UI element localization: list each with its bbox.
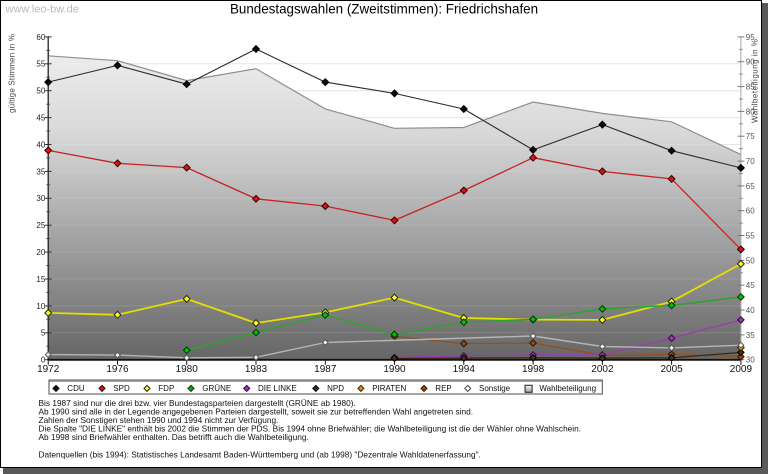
svg-text:Die Spalte "DIE LINKE" enthält: Die Spalte "DIE LINKE" enthält bis 2002 … (39, 423, 582, 433)
svg-text:20: 20 (36, 248, 45, 257)
svg-text:55: 55 (36, 60, 45, 69)
svg-text:75: 75 (746, 132, 755, 141)
svg-text:Wahlbeteiligung in %: Wahlbeteiligung in % (751, 39, 760, 123)
svg-text:1998: 1998 (522, 364, 545, 375)
svg-text:1990: 1990 (383, 364, 406, 375)
svg-text:CDU: CDU (67, 384, 85, 393)
svg-text:45: 45 (36, 114, 45, 123)
svg-text:Bundestagswahlen (Zweitstimmen: Bundestagswahlen (Zweitstimmen): Friedri… (230, 2, 538, 17)
svg-text:65: 65 (746, 182, 755, 191)
svg-text:Bis 1987 sind nur die drei bzw: Bis 1987 sind nur die drei bzw. vier Bun… (39, 398, 356, 408)
svg-text:15: 15 (36, 275, 45, 284)
svg-text:2005: 2005 (660, 364, 683, 375)
svg-text:35: 35 (746, 331, 755, 340)
svg-text:0: 0 (41, 356, 46, 365)
svg-text:www.leo-bw.de: www.leo-bw.de (5, 4, 79, 16)
svg-text:1987: 1987 (314, 364, 337, 375)
svg-text:Ab 1990 sind alle in der Legen: Ab 1990 sind alle in der Legende angegeb… (39, 406, 474, 416)
svg-text:Zahlen der Sonstigen stehen 19: Zahlen der Sonstigen stehen 1990 und 199… (39, 415, 279, 425)
svg-text:40: 40 (36, 140, 45, 149)
svg-text:5: 5 (41, 329, 46, 338)
svg-text:Wahlbeteiligung: Wahlbeteiligung (539, 384, 596, 393)
svg-text:25: 25 (36, 221, 45, 230)
svg-text:70: 70 (746, 157, 755, 166)
svg-text:80: 80 (746, 107, 755, 116)
svg-text:35: 35 (36, 167, 45, 176)
svg-text:FDP: FDP (158, 384, 174, 393)
svg-text:GRÜNE: GRÜNE (202, 384, 231, 393)
svg-text:Datenquellen (bis 1994): Stati: Datenquellen (bis 1994): Statistisches L… (39, 449, 481, 459)
svg-text:NPD: NPD (327, 384, 344, 393)
svg-text:1972: 1972 (37, 364, 60, 375)
svg-text:40: 40 (746, 306, 755, 315)
svg-text:SPD: SPD (113, 384, 130, 393)
svg-text:95: 95 (746, 33, 755, 42)
svg-text:50: 50 (746, 256, 755, 265)
svg-text:85: 85 (746, 83, 755, 92)
svg-text:30: 30 (36, 194, 45, 203)
svg-text:50: 50 (36, 87, 45, 96)
svg-text:60: 60 (746, 207, 755, 216)
svg-text:30: 30 (746, 356, 755, 365)
svg-text:45: 45 (746, 281, 755, 290)
svg-text:1976: 1976 (106, 364, 129, 375)
svg-text:10: 10 (36, 302, 45, 311)
svg-text:60: 60 (36, 33, 45, 42)
svg-text:2002: 2002 (591, 364, 614, 375)
svg-text:PIRATEN: PIRATEN (372, 384, 406, 393)
svg-text:2009: 2009 (730, 364, 753, 375)
svg-text:1994: 1994 (453, 364, 476, 375)
svg-text:REP: REP (435, 384, 451, 393)
svg-text:DIE LINKE: DIE LINKE (258, 384, 297, 393)
svg-text:1980: 1980 (176, 364, 199, 375)
svg-text:gültige Stimmen in %: gültige Stimmen in % (8, 34, 17, 113)
svg-text:90: 90 (746, 58, 755, 67)
svg-text:Ab 1998 sind Briefwähler entha: Ab 1998 sind Briefwähler enthalten. Das … (39, 432, 309, 442)
svg-text:Sonstige: Sonstige (479, 384, 511, 393)
svg-text:55: 55 (746, 231, 755, 240)
svg-text:1983: 1983 (245, 364, 268, 375)
